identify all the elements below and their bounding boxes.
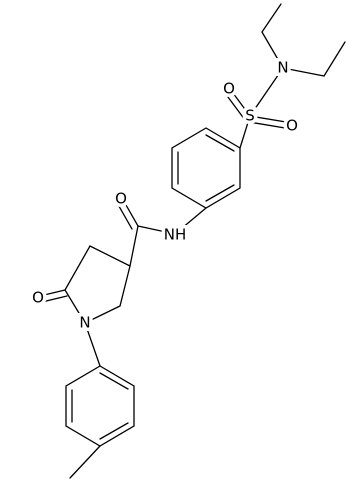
atom-label: NH — [164, 226, 187, 244]
atom-labels: N S O O NH O O N — [29, 55, 302, 335]
bonds — [39, 3, 346, 479]
atom-label: O — [223, 80, 235, 98]
atom-label: O — [115, 190, 127, 208]
atom-label: O — [286, 117, 298, 135]
atom-label: O — [32, 289, 44, 307]
atom-label: S — [245, 107, 255, 125]
atom-label: N — [79, 314, 90, 332]
atom-label: N — [277, 59, 288, 77]
